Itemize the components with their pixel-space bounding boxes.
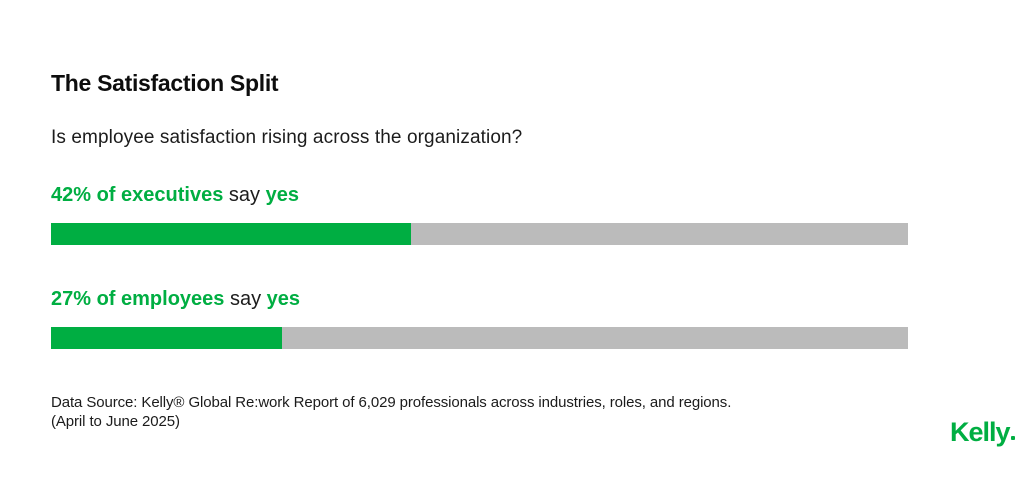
bar-label-connector: say [228, 184, 261, 206]
kelly-logo: Kelly [950, 419, 1015, 446]
data-source-line1: Data Source: Kelly® Global Re:work Repor… [51, 394, 732, 411]
bar-fill-executives [51, 223, 411, 245]
kelly-logo-text: Kelly [950, 417, 1011, 447]
data-source-note: Data Source: Kelly® Global Re:work Repor… [51, 394, 731, 431]
bar-track-employees [51, 327, 908, 349]
page-title: The Satisfaction Split [51, 70, 279, 96]
bar-label-connector: say [229, 288, 262, 310]
data-source-line2: (April to June 2025) [51, 412, 180, 430]
bar-group-employees: 27% of employees say yes [51, 287, 908, 349]
kelly-logo-dot-icon [1010, 436, 1015, 440]
page-subtitle: Is employee satisfaction rising across t… [51, 127, 523, 148]
bar-label-answer: yes [266, 288, 301, 310]
bar-label-employees: 27% of employees say yes [51, 287, 300, 311]
bar-label-answer: yes [265, 184, 299, 206]
bar-label-stat: 27% of employees [51, 288, 225, 310]
bar-fill-employees [51, 327, 283, 349]
bar-label-executives: 42% of executives say yes [51, 183, 299, 207]
bar-track-executives [51, 223, 908, 245]
bar-group-executives: 42% of executives say yes [51, 183, 908, 245]
bar-label-stat: 42% of executives [51, 184, 224, 206]
